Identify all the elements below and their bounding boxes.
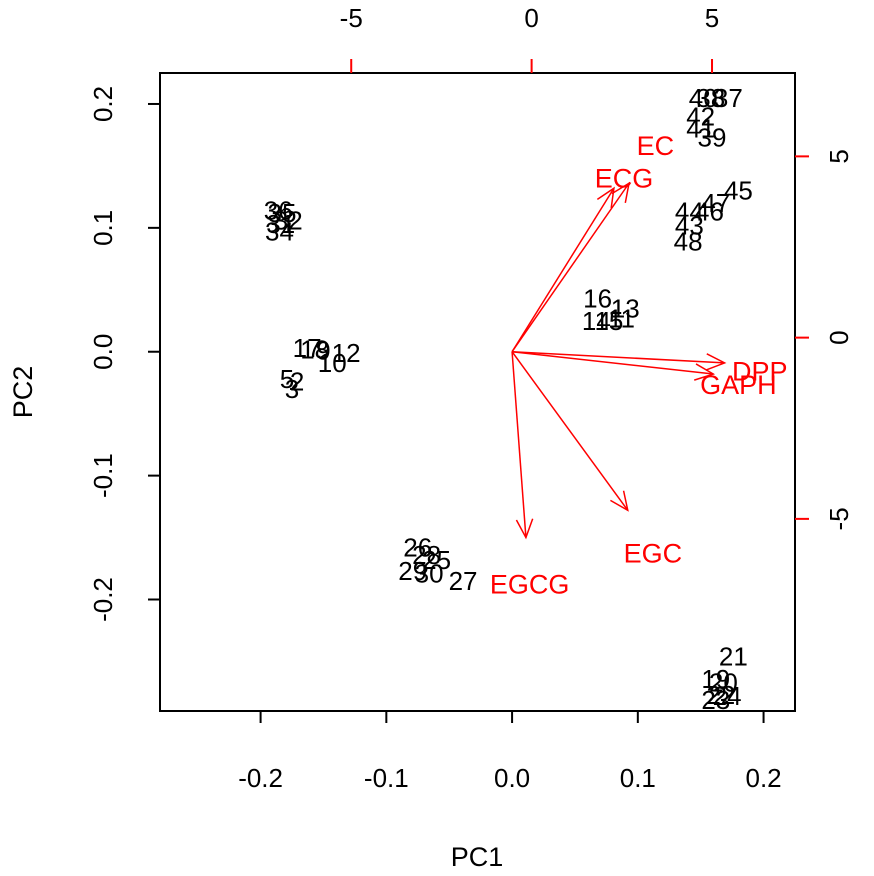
loading-arrow-head (596, 186, 615, 209)
loading-arrow-shaft (511, 350, 714, 375)
score-point-label: 13 (611, 293, 640, 323)
x-tick-label: -0.1 (364, 763, 409, 793)
loading-arrow-head (611, 181, 631, 204)
score-point-label: 39 (698, 122, 727, 152)
loading-arrow-shaft (511, 351, 629, 511)
score-point-label: 30 (415, 558, 444, 588)
loading-label: EC (637, 131, 675, 161)
score-point-label: 21 (719, 641, 748, 671)
score-point-label: 18 (300, 334, 329, 364)
score-point-label: 28 (412, 540, 441, 570)
loading-label: ECG (595, 163, 654, 193)
loading-arrows (511, 181, 727, 540)
score-point-label: 48 (674, 226, 703, 256)
score-point-label: 15 (594, 306, 623, 336)
y-axis-label: PC2 (8, 366, 38, 419)
score-point-label: 9 (316, 335, 330, 365)
loading-arrow-shaft (512, 350, 725, 364)
y-tick-label: -0.1 (88, 453, 118, 498)
loading-arrow-shaft (511, 351, 527, 538)
y-tick-label: 0.1 (88, 210, 118, 246)
score-point-label: 40 (689, 83, 718, 113)
score-point-label: 22 (706, 680, 735, 710)
x-tick-label: -0.2 (238, 763, 283, 793)
loading-label: EGCG (490, 570, 570, 600)
score-point-label: 44 (675, 197, 704, 227)
right-tick-label: 5 (824, 149, 854, 163)
score-point-label: 45 (724, 176, 753, 206)
loading-arrow-head (693, 363, 716, 381)
loading-arrow-head (705, 353, 727, 371)
score-point-label: 20 (709, 668, 738, 698)
x-tick-label: 0.0 (494, 763, 530, 793)
loading-arrow-head (515, 518, 534, 540)
y-axis-right-loadings: -5 0 5 (795, 149, 854, 530)
loading-label: DPP (732, 357, 788, 387)
y-axis-left: -0.2 -0.1 0.0 0.1 0.2 (88, 86, 160, 622)
score-point-label: 23 (701, 685, 730, 715)
score-point-label: 12 (332, 338, 361, 368)
loading-label: EGC (624, 539, 683, 569)
score-point-label: 26 (403, 532, 432, 562)
x-axis-top-loadings: -5 0 5 (340, 3, 719, 73)
score-point-label: 29 (398, 556, 427, 586)
y-tick-label: 0.2 (88, 86, 118, 122)
x-axis-bottom: -0.2 -0.1 0.0 0.1 0.2 (238, 711, 782, 793)
top-tick-label: 5 (705, 3, 719, 33)
loading-label: GAPH (700, 370, 777, 400)
score-point-label: 10 (318, 348, 347, 378)
score-point-label: 35 (268, 198, 297, 228)
top-tick-label: 0 (524, 3, 538, 33)
score-point-label: 11 (608, 303, 635, 333)
score-point-label: 24 (713, 681, 742, 711)
score-point-label: 14 (582, 306, 611, 336)
score-point-label: 47 (701, 188, 730, 218)
y-tick-label: 0.0 (88, 334, 118, 370)
score-point-label: 46 (695, 197, 724, 227)
x-tick-label: 0.1 (620, 763, 656, 793)
score-point-label: 25 (422, 545, 451, 575)
score-point-label: 2 (290, 366, 304, 396)
score-point-label: 3 (285, 374, 299, 404)
score-point-label: 19 (701, 664, 730, 694)
loading-arrow-shaft (511, 182, 630, 353)
right-tick-label: -5 (824, 507, 854, 530)
score-point-label: 5 (280, 364, 294, 394)
x-axis-label: PC1 (451, 842, 504, 872)
top-tick-label: -5 (340, 3, 363, 33)
score-point-label: 34 (265, 217, 294, 247)
x-tick-label: 0.2 (745, 763, 781, 793)
score-point-label: 27 (449, 566, 478, 596)
right-tick-label: 0 (824, 330, 854, 344)
score-point-label: 43 (675, 210, 704, 240)
y-tick-label: -0.2 (88, 577, 118, 622)
plot-frame (159, 72, 796, 712)
score-point-label: 16 (583, 283, 612, 313)
score-point-label: 31 (266, 209, 295, 239)
loading-arrow-head (610, 490, 629, 512)
score-point-label: 38 (696, 83, 725, 113)
score-point-label: 17 (293, 333, 322, 363)
score-point-label: 37 (714, 83, 743, 113)
loading-arrow-shaft (511, 187, 615, 353)
score-point-label: 42 (686, 101, 715, 131)
score-point-label: 36 (264, 196, 293, 226)
score-point-label: 41 (686, 114, 715, 144)
score-point-label: 32 (274, 205, 303, 235)
